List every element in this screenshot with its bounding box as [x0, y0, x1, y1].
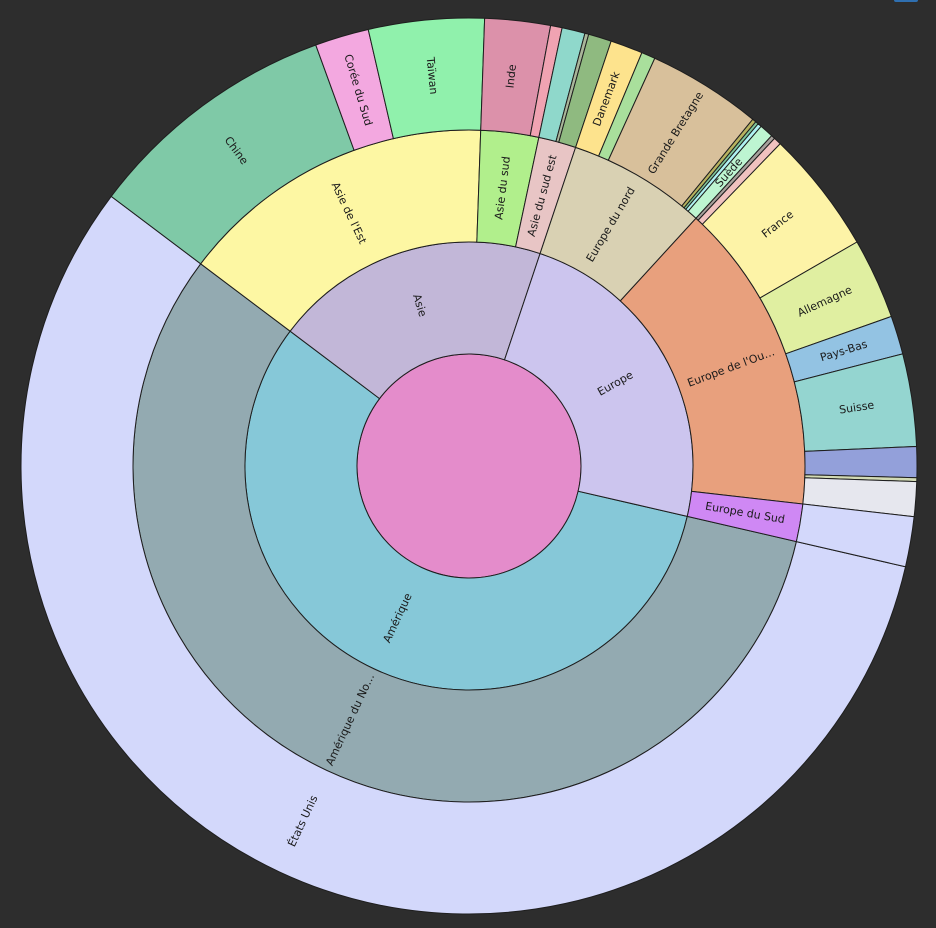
- label-taiwan: Taïwan: [424, 56, 441, 96]
- segment-unlabeled-3-6[interactable]: [804, 445, 918, 479]
- label-suisse: Suisse: [838, 398, 875, 416]
- label-inde: Inde: [503, 63, 519, 88]
- segment-unlabeled-3-0[interactable]: [795, 503, 915, 568]
- sunburst-center: [356, 353, 582, 579]
- corner-button[interactable]: [894, 0, 918, 2]
- segment-etats-unis-3-0[interactable]: [20, 195, 907, 915]
